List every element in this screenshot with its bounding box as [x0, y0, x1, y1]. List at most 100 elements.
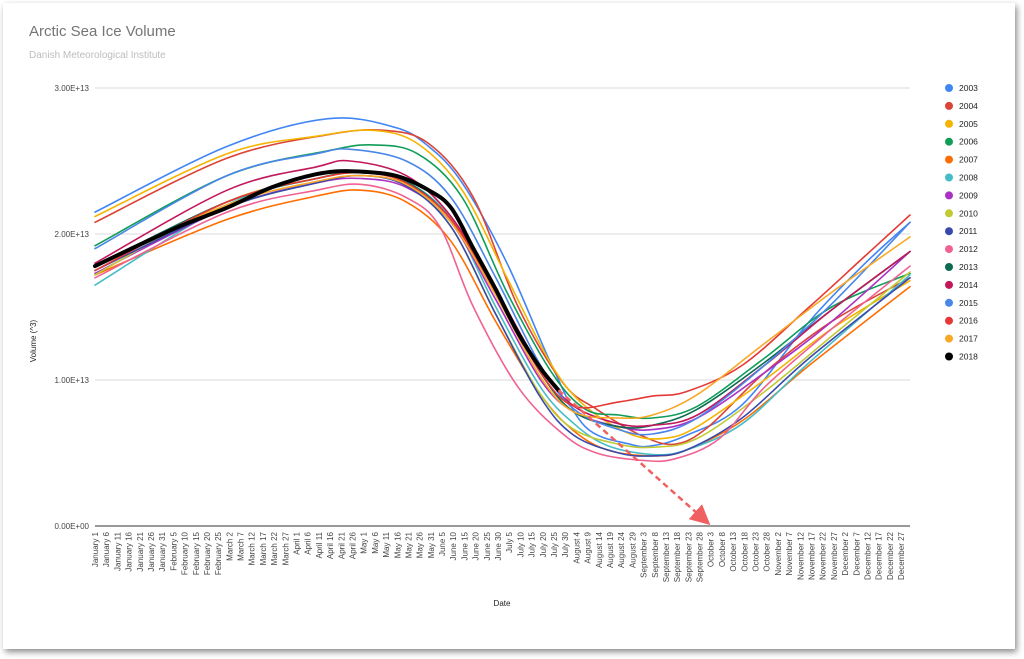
- chart-title: Arctic Sea Ice Volume: [29, 23, 176, 40]
- legend-marker: [945, 334, 953, 343]
- x-tick-label: January 16: [125, 531, 134, 571]
- x-tick-label: January 6: [102, 531, 111, 567]
- x-tick-label: March 27: [281, 531, 290, 565]
- y-tick-label: 1.00E+13: [55, 376, 90, 385]
- x-tick-label: March 12: [248, 531, 257, 565]
- x-tick-label: September 28: [696, 531, 705, 582]
- legend-marker: [945, 316, 953, 325]
- x-tick-label: July 25: [550, 531, 559, 557]
- x-tick-label: September 8: [651, 531, 660, 577]
- x-tick-label: December 17: [875, 531, 884, 580]
- series-line-2018: [93, 169, 561, 393]
- x-tick-label: October 18: [740, 531, 749, 571]
- x-tick-label: December 22: [886, 531, 895, 580]
- x-tick-label: August 29: [628, 531, 637, 568]
- x-tick-label: June 5: [438, 531, 447, 556]
- x-tick-label: April 26: [348, 531, 357, 559]
- series-line-2005: [94, 129, 911, 440]
- series-line-2016: [94, 171, 911, 409]
- legend-marker: [945, 227, 953, 236]
- series-line-2015: [94, 148, 911, 436]
- legend-label: 2003: [959, 83, 978, 93]
- x-tick-label: February 10: [181, 531, 190, 575]
- legend-label: 2008: [959, 173, 978, 183]
- y-tick-label: 3.00E+13: [55, 84, 90, 93]
- chart-frame: Arctic Sea Ice Volume Danish Meteorologi…: [3, 3, 1015, 649]
- legend-marker: [945, 209, 953, 218]
- legend-marker: [945, 173, 953, 182]
- x-tick-label: August 24: [617, 531, 626, 568]
- x-tick-label: June 25: [483, 531, 492, 560]
- chart-subtitle: Danish Meteorological Institute: [29, 50, 166, 61]
- series-line-2004: [94, 128, 911, 446]
- x-tick-label: January 26: [147, 531, 156, 571]
- x-tick-label: May 1: [360, 531, 369, 553]
- x-tick-label: October 8: [718, 531, 727, 567]
- legend-marker: [945, 263, 953, 271]
- x-tick-label: August 14: [595, 531, 604, 568]
- x-axis: January 1 January 6 January 11 January 16 Ja…: [91, 531, 906, 582]
- x-tick-label: May 21: [404, 531, 413, 558]
- x-tick-label: March 7: [237, 531, 246, 560]
- x-tick-label: May 6: [371, 531, 380, 553]
- x-tick-label: March 17: [259, 531, 268, 565]
- x-tick-label: September 23: [684, 531, 693, 582]
- legend-label: 2016: [959, 316, 978, 326]
- y-axis-label: Volume (^3): [29, 319, 38, 362]
- x-tick-label: December 2: [841, 531, 850, 575]
- x-tick-label: November 2: [774, 531, 783, 575]
- x-tick-label: October 23: [752, 531, 761, 571]
- legend-marker: [945, 119, 953, 128]
- legend-label: 2010: [959, 208, 978, 218]
- series-line-2012: [94, 183, 911, 463]
- x-tick-label: November 27: [830, 531, 839, 580]
- x-tick-label: March 22: [270, 531, 279, 565]
- legend-marker: [945, 191, 953, 200]
- x-tick-label: April 1: [293, 531, 302, 554]
- legend-label: 2014: [959, 280, 978, 290]
- x-tick-label: September 13: [662, 531, 671, 582]
- legend-marker: [945, 352, 953, 361]
- series-line-2011: [94, 174, 911, 457]
- legend: 2003 2004 2005 2006 2007 2008 2009 2010 2011 2012…: [945, 83, 978, 362]
- legend-marker: [945, 155, 953, 164]
- x-tick-label: August 19: [606, 531, 615, 568]
- x-tick-label: July 15: [528, 531, 537, 557]
- x-tick-label: May 16: [393, 531, 402, 558]
- x-tick-label: August 9: [584, 531, 593, 563]
- x-tick-label: July 30: [561, 531, 570, 557]
- legend-label: 2018: [959, 352, 978, 362]
- legend-label: 2007: [959, 155, 978, 165]
- series-line-2008: [94, 171, 911, 456]
- x-tick-label: October 3: [707, 531, 716, 567]
- annotation-arrow: [557, 389, 711, 525]
- x-tick-label: January 11: [113, 531, 122, 571]
- x-tick-label: May 11: [382, 531, 391, 557]
- x-tick-label: April 16: [326, 531, 335, 559]
- x-tick-label: December 27: [897, 531, 906, 580]
- legend-label: 2004: [959, 101, 978, 111]
- legend-label: 2015: [959, 298, 978, 308]
- legend-marker: [945, 101, 953, 110]
- series-lines: [93, 117, 911, 463]
- x-tick-label: July 5: [505, 531, 514, 552]
- x-tick-label: April 6: [304, 531, 313, 554]
- series-line-2007: [94, 189, 911, 457]
- x-tick-label: March 2: [225, 531, 234, 560]
- series-line-2017: [94, 174, 911, 420]
- legend-label: 2013: [959, 262, 978, 272]
- x-tick-label: December 12: [863, 531, 872, 580]
- legend-label: 2011: [959, 226, 978, 236]
- legend-marker: [945, 84, 953, 92]
- annotation: [557, 389, 711, 525]
- x-tick-label: November 22: [819, 531, 828, 580]
- legend-marker: [945, 280, 953, 289]
- x-tick-label: June 15: [460, 531, 469, 560]
- legend-marker: [945, 137, 953, 146]
- x-tick-label: April 11: [315, 531, 324, 558]
- x-tick-label: June 10: [449, 531, 458, 560]
- x-tick-label: January 21: [136, 531, 145, 571]
- series-line-2014: [94, 159, 911, 428]
- x-tick-label: July 20: [539, 531, 548, 557]
